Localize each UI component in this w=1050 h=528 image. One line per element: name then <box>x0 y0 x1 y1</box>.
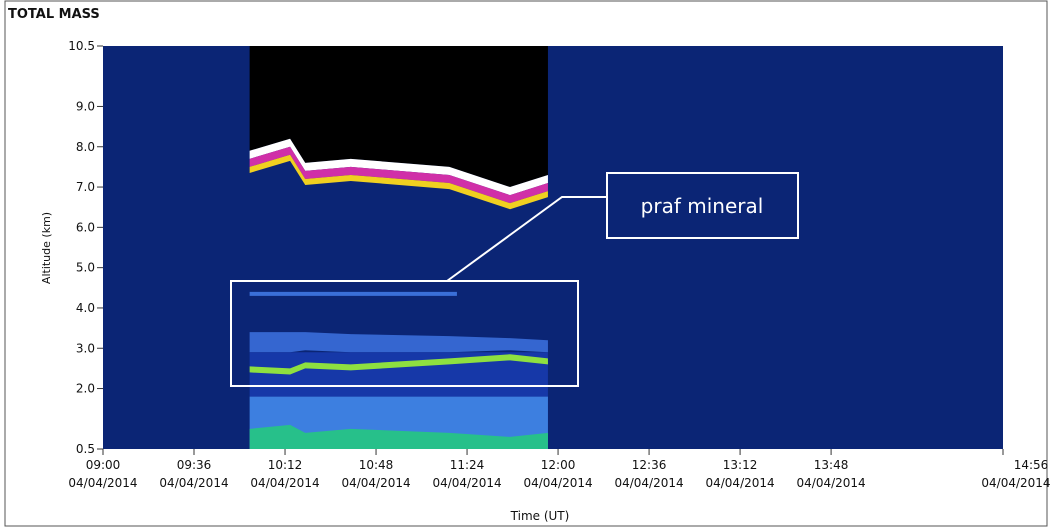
x-tick-date: 04/04/2014 <box>250 476 319 490</box>
x-tick-date: 04/04/2014 <box>705 476 774 490</box>
annotation-label-box <box>606 172 799 239</box>
x-tick-label: 09:36 <box>177 458 212 472</box>
y-tick-label: 2.0 <box>76 382 95 396</box>
y-axis-label: Altitude (km) <box>40 212 53 284</box>
annotation-box <box>230 280 579 387</box>
y-tick-label: 9.0 <box>76 99 95 113</box>
x-tick-date: 04/04/2014 <box>68 476 137 490</box>
x-tick-date: 04/04/2014 <box>981 476 1050 490</box>
x-tick-label: 12:00 <box>541 458 576 472</box>
x-tick-date: 04/04/2014 <box>523 476 592 490</box>
annotation: praf mineral <box>230 172 799 387</box>
annotation-text: praf mineral <box>641 194 764 218</box>
band <box>249 154 548 210</box>
x-tick-label: 10:48 <box>359 458 394 472</box>
band <box>249 332 548 353</box>
y-tick-label: 3.0 <box>76 341 95 355</box>
annotation-line <box>446 196 607 282</box>
band <box>249 424 548 449</box>
plot-area <box>103 46 1003 449</box>
x-tick-date: 04/04/2014 <box>159 476 228 490</box>
x-tick-date: 04/04/2014 <box>797 476 866 490</box>
chart-title: TOTAL MASS <box>8 7 100 22</box>
x-tick-label: 13:48 <box>814 458 849 472</box>
x-tick-date: 04/04/2014 <box>432 476 501 490</box>
x-tick-label: 10:12 <box>268 458 303 472</box>
band <box>249 146 548 204</box>
y-tick-label: 7.0 <box>76 180 95 194</box>
y-tick-label: 8.0 <box>76 140 95 154</box>
x-tick-label: 11:24 <box>450 458 485 472</box>
band <box>249 46 548 188</box>
band <box>249 291 457 296</box>
x-axis-label: Time (UT) <box>510 509 570 523</box>
y-tick-label: 6.0 <box>76 220 95 234</box>
x-tick-date: 04/04/2014 <box>341 476 410 490</box>
x-tick-date: 04/04/2014 <box>614 476 683 490</box>
y-tick-label: 4.0 <box>76 301 95 315</box>
x-tick-label: 13:12 <box>723 458 758 472</box>
x-tick-label: 12:36 <box>632 458 667 472</box>
x-tick-label: 14:56 <box>1014 458 1049 472</box>
band <box>249 138 548 196</box>
y-tick-label: 10.5 <box>68 39 95 53</box>
y-tick-label: 5.0 <box>76 261 95 275</box>
band <box>249 354 548 375</box>
x-tick-label: 09:00 <box>86 458 121 472</box>
y-tick-label: 0.5 <box>76 442 95 456</box>
